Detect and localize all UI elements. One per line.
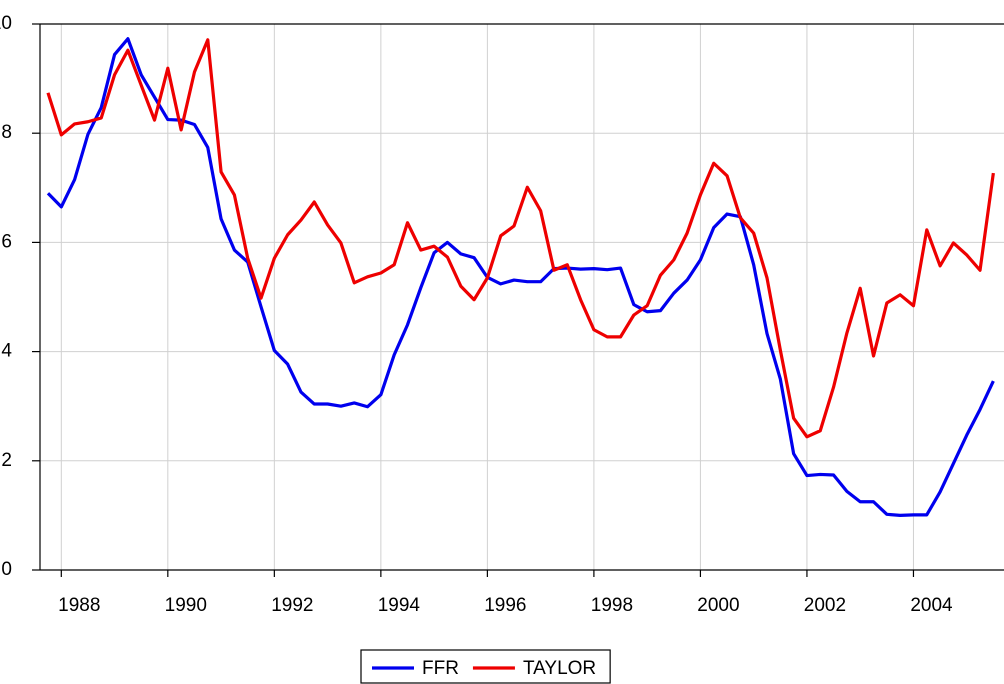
x-tick-label: 2002 <box>804 595 846 616</box>
y-tick-label: 10 <box>0 13 12 34</box>
x-tick-label: 1998 <box>591 595 633 616</box>
x-tick-label: 1988 <box>58 595 100 616</box>
x-tick-label: 1994 <box>378 595 421 616</box>
y-tick-label: 8 <box>1 122 12 143</box>
x-tick-label: 2000 <box>697 595 739 616</box>
legend-label: FFR <box>422 658 459 679</box>
line-series <box>46 38 995 439</box>
y-tick-label: 6 <box>1 231 12 252</box>
y-tick-label: 2 <box>1 450 12 471</box>
y-tick-label: 4 <box>1 341 12 362</box>
x-tick-label: 1992 <box>271 595 313 616</box>
legend-label: TAYLOR <box>523 658 596 679</box>
y-tick-label: 0 <box>1 559 12 580</box>
x-tick-label: 1996 <box>484 595 526 616</box>
x-tick-label: 2004 <box>910 595 953 616</box>
line-series <box>46 37 995 517</box>
legend: FFR TAYLOR <box>360 649 611 684</box>
x-tick-label: 1990 <box>165 595 207 616</box>
